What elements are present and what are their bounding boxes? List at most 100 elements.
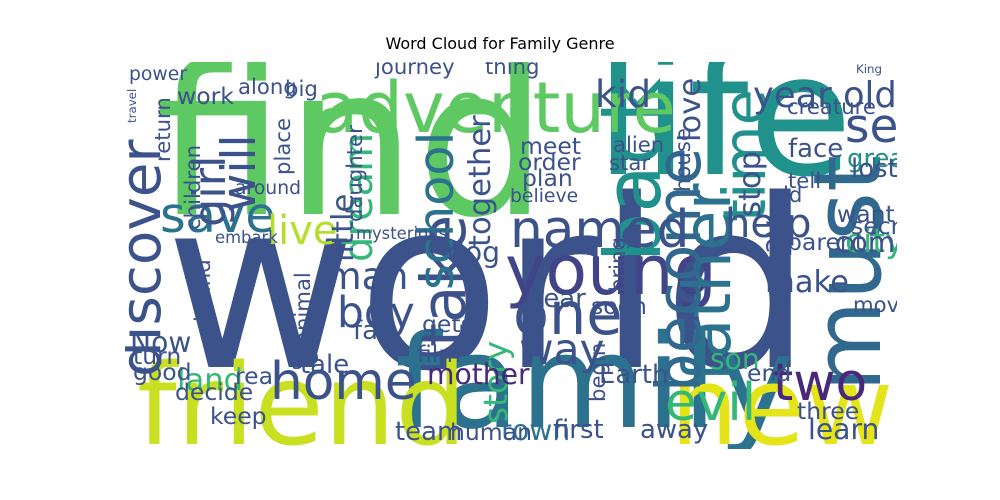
word-learn: learn: [808, 413, 879, 446]
word-together: together: [463, 115, 498, 247]
word-live: live: [267, 208, 338, 254]
word-little: little: [326, 194, 361, 262]
word-now: Now: [130, 326, 191, 359]
word-dog: dog: [447, 236, 500, 269]
word-son: son: [710, 343, 760, 376]
word-year-old: year old: [753, 75, 897, 116]
word-mother: mother: [427, 358, 530, 391]
word-human: human: [450, 418, 532, 446]
word-mysterious: mysterious: [356, 224, 447, 243]
word-believe: believe: [510, 186, 578, 207]
word-star: star: [609, 150, 650, 175]
word-big: big: [285, 76, 318, 101]
word-story: story: [476, 341, 515, 424]
word-meet: meet: [520, 132, 581, 160]
word-king: King: [856, 62, 882, 76]
word-new: new: [670, 345, 893, 449]
word-take: take: [409, 215, 480, 347]
word-turn: turn: [133, 342, 181, 370]
word-boy: boy: [337, 288, 415, 337]
word-great: great: [847, 144, 897, 174]
word-along: along: [238, 74, 297, 99]
word-time: time: [710, 89, 779, 222]
word-island: island: [190, 259, 215, 322]
word-daughter: daughter: [342, 125, 367, 222]
word-home: home: [270, 352, 417, 412]
word-return: return: [150, 97, 175, 162]
word-parent: parent: [787, 228, 864, 256]
word-tell: tell: [788, 168, 821, 193]
word-become: become: [644, 148, 715, 392]
word-evil: evil: [665, 373, 756, 433]
word-kid: kid: [595, 72, 651, 116]
word-animal: animal: [290, 272, 315, 344]
word-find: find: [155, 62, 548, 263]
word-discover: discover: [125, 139, 174, 377]
chart-title: Word Cloud for Family Genre: [385, 34, 615, 53]
word-come: come: [835, 226, 897, 259]
word-gets: gets: [422, 310, 473, 338]
word-family: family: [395, 308, 794, 449]
word-bring: bring: [605, 237, 630, 292]
word-dream: dream: [336, 133, 382, 262]
word-house: house: [670, 128, 695, 192]
word-s: s: [253, 242, 263, 263]
word-work: work: [177, 82, 234, 110]
word-year: year: [528, 284, 586, 314]
word-earth: Earth: [599, 360, 668, 390]
word-travel: travel: [125, 89, 139, 123]
word-tale: tale: [300, 350, 349, 380]
word-school: school: [407, 132, 465, 290]
word-man: man: [325, 254, 408, 298]
word-around: around: [235, 178, 301, 199]
word-lost: lost: [851, 154, 897, 184]
word-day: day: [756, 220, 789, 272]
word-place: place: [270, 118, 295, 175]
word-must: must: [794, 155, 897, 392]
word-make: make: [765, 265, 849, 300]
word-first: first: [553, 415, 604, 445]
word-real: real: [235, 362, 280, 390]
word-thing: thing: [485, 62, 540, 79]
word-back: back: [589, 78, 679, 262]
word-adventure: adventure: [315, 67, 676, 149]
word-creature: creature: [787, 94, 876, 119]
word-town: town: [501, 414, 570, 447]
word-away: away: [640, 415, 708, 445]
word-journey: journey: [374, 62, 455, 79]
word-land: land: [177, 363, 243, 398]
word-love: love: [673, 78, 708, 142]
word-end: end: [747, 359, 791, 387]
word-order: order: [518, 148, 581, 176]
word-movie: movie: [853, 292, 897, 317]
word-cloud: world find life family friend new must back adve…: [125, 62, 897, 449]
word-named: named: [510, 200, 689, 260]
word-plan: plan: [522, 164, 573, 192]
word-old: old: [770, 182, 802, 207]
word-keep: keep: [210, 402, 267, 430]
word-save: save: [160, 186, 276, 244]
word-way: way: [519, 325, 605, 374]
word-go: go: [290, 342, 319, 370]
word-embark: embark: [215, 228, 278, 247]
word-soon: soon: [591, 292, 647, 320]
word-fall: fall: [353, 316, 392, 346]
word-stop: stop: [733, 151, 768, 217]
word-friend: friend: [137, 339, 467, 449]
word-three: three: [797, 397, 859, 425]
word-want: want: [837, 200, 895, 228]
word-children: children: [180, 145, 205, 230]
word-two: two: [773, 353, 867, 413]
word-young: young: [505, 232, 717, 311]
word-decide: decide: [175, 378, 253, 406]
word-world: world: [165, 150, 812, 423]
word-face: face: [788, 134, 843, 164]
word-girl: girl: [184, 156, 236, 227]
word-secret: secret: [851, 212, 897, 240]
word-team: team: [395, 417, 462, 447]
word-one: one: [513, 279, 622, 348]
word-will: will: [212, 134, 267, 212]
word-help: help: [725, 201, 811, 247]
word-city: city: [845, 221, 897, 260]
